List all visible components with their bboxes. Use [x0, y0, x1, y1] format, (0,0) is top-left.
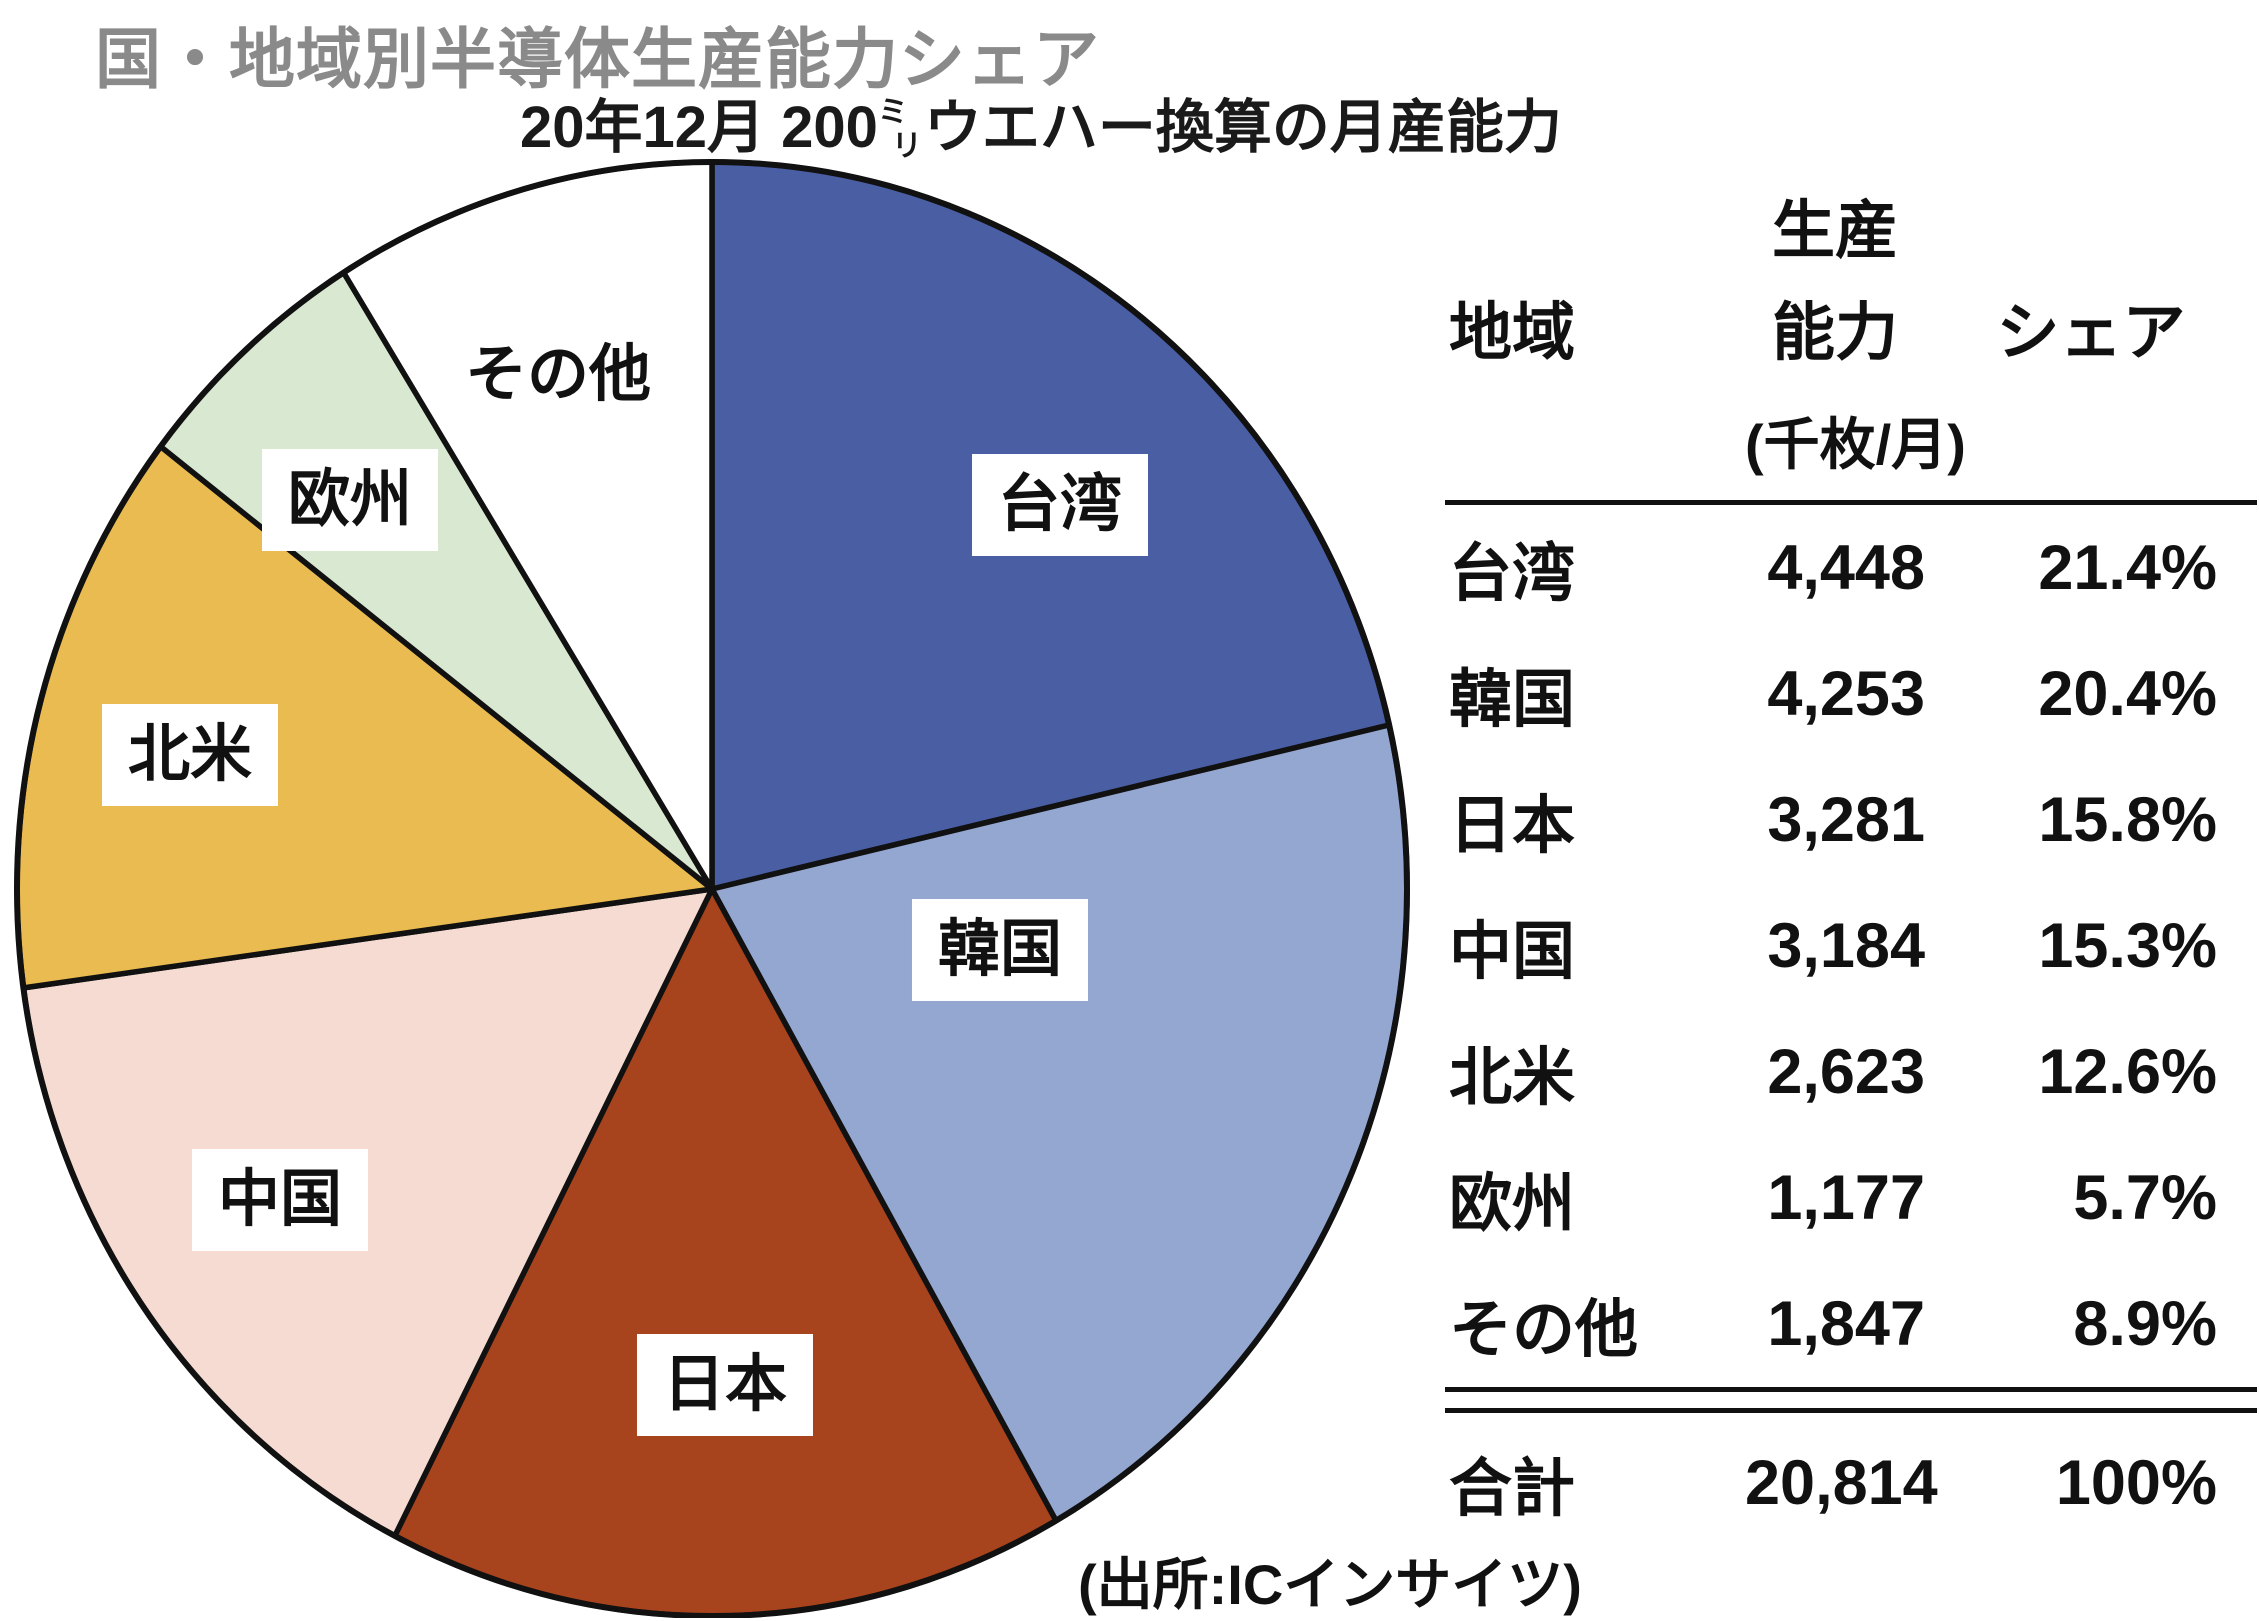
total-divider	[1445, 1387, 2257, 1413]
source-attribution: (出所:ICインサイツ)	[1078, 1553, 1582, 1616]
total-label: 合計	[1449, 1453, 1575, 1524]
row-share: 8.9%	[2073, 1289, 2217, 1359]
header-share: シェア	[1996, 298, 2186, 368]
header-capacity-line1: 生産	[1772, 195, 1898, 266]
row-share: 12.6%	[2038, 1037, 2217, 1107]
page-title: 国・地域別半導体生産能力シェア	[95, 22, 1100, 96]
pie-label-europe: 欧州	[261, 449, 439, 551]
pie-label-china: 中国	[191, 1149, 369, 1251]
table-row-others: その他 1,847 8.9%	[1445, 1261, 2257, 1387]
pie-label-north-america: 北米	[101, 704, 279, 806]
row-region: 欧州	[1449, 1168, 1575, 1239]
row-share: 15.3%	[2038, 911, 2217, 981]
row-capacity: 3,281	[1767, 785, 1925, 855]
table-row-taiwan: 台湾 4,448 21.4%	[1445, 505, 2257, 631]
milli-unit-small-kana: ミリ	[878, 98, 924, 164]
table-row-north-america: 北米 2,623 12.6%	[1445, 1009, 2257, 1135]
total-capacity: 20,814	[1745, 1448, 1938, 1518]
row-region: 韓国	[1449, 664, 1575, 735]
row-capacity: 3,184	[1767, 911, 1925, 981]
header-region: 地域	[1449, 298, 1575, 368]
table-row-total: 合計 20,814 100%	[1445, 1421, 2257, 1545]
pie-label-others: その他	[454, 336, 662, 414]
row-share: 15.8%	[2038, 785, 2217, 855]
pie-outline	[14, 159, 1410, 1618]
table-row-japan: 日本 3,281 15.8%	[1445, 757, 2257, 883]
header-capacity-line2: 能力	[1772, 298, 1898, 368]
row-share: 21.4%	[2038, 533, 2217, 603]
milli-kana-bottom: リ	[891, 130, 922, 163]
subtitle-prefix: 20年12月 200	[520, 95, 878, 160]
subtitle-suffix: ウエハー換算の月産能力	[923, 95, 1562, 160]
row-region: 台湾	[1449, 538, 1575, 609]
table-row-china: 中国 3,184 15.3%	[1445, 883, 2257, 1009]
milli-kana-top: ミ	[877, 96, 908, 129]
row-share: 5.7%	[2073, 1163, 2217, 1233]
row-region: その他	[1449, 1294, 1638, 1365]
chart-subtitle: 20年12月 200 ミリウエハー換算の月産能力	[520, 80, 1562, 164]
table-row-korea: 韓国 4,253 20.4%	[1445, 631, 2257, 757]
row-share: 20.4%	[2038, 659, 2217, 729]
pie-label-taiwan: 台湾	[971, 454, 1149, 556]
header-capacity-unit: (千枚/月)	[1745, 412, 1966, 476]
total-share: 100%	[2055, 1448, 2217, 1518]
row-capacity: 1,177	[1767, 1163, 1925, 1233]
row-capacity: 1,847	[1767, 1289, 1925, 1359]
row-capacity: 2,623	[1767, 1037, 1925, 1107]
table-row-europe: 欧州 1,177 5.7%	[1445, 1135, 2257, 1261]
capacity-table: 生産 地域 能力 シェア (千枚/月) 台湾 4,448 21.4% 韓国 4,…	[1445, 175, 2257, 1545]
row-capacity: 4,253	[1767, 659, 1925, 729]
pie-label-japan: 日本	[636, 1334, 814, 1436]
row-region: 中国	[1449, 916, 1575, 987]
row-capacity: 4,448	[1767, 533, 1925, 603]
table-header: 生産 地域 能力 シェア (千枚/月)	[1445, 175, 2257, 505]
pie-label-korea: 韓国	[911, 899, 1089, 1001]
row-region: 日本	[1449, 790, 1575, 861]
row-region: 北米	[1449, 1042, 1575, 1113]
